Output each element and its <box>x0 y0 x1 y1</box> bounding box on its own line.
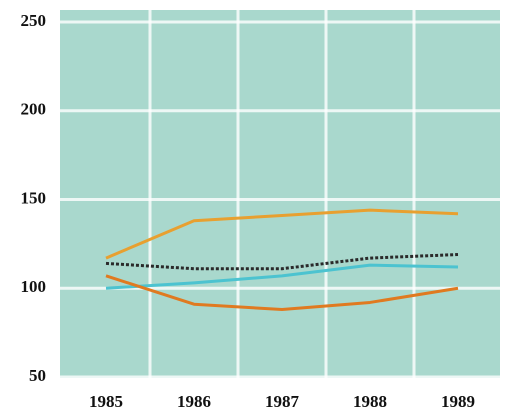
x-tick-label: 1987 <box>265 392 300 411</box>
x-tick-label: 1986 <box>177 392 211 411</box>
y-tick-label: 50 <box>29 366 46 385</box>
y-tick-label: 150 <box>21 188 47 207</box>
series-line <box>105 253 459 271</box>
series-line <box>105 208 459 260</box>
x-tick-label: 1988 <box>353 392 387 411</box>
y-tick-label: 200 <box>21 100 47 119</box>
y-tick-label: 100 <box>21 277 47 296</box>
plot-background <box>60 10 500 378</box>
series-line <box>105 274 459 312</box>
series-line <box>105 263 459 290</box>
x-tick-label: 1989 <box>441 392 475 411</box>
y-tick-label: 250 <box>21 11 47 30</box>
x-tick-label: 1985 <box>89 392 123 411</box>
